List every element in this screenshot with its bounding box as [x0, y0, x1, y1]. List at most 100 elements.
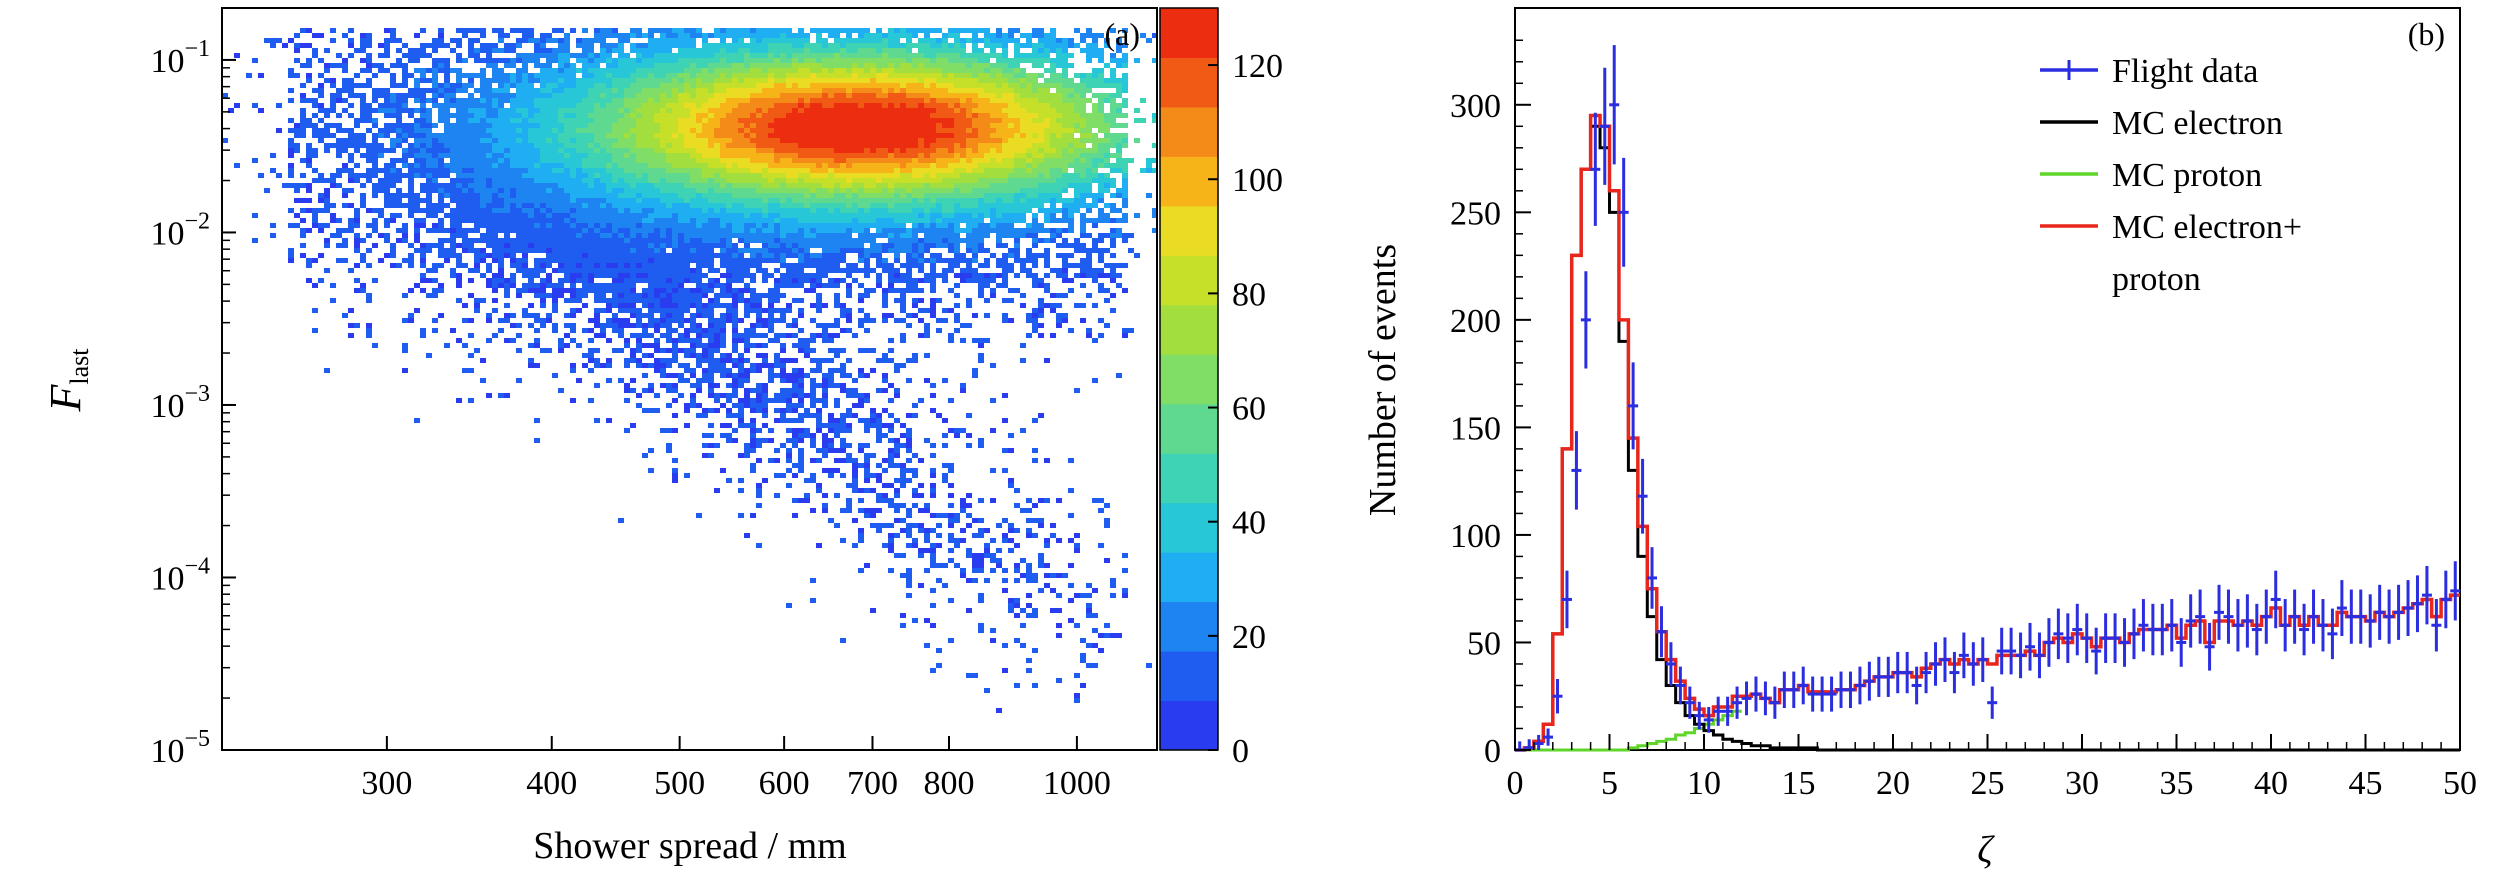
heatmap-cell	[900, 138, 906, 143]
heatmap-cell	[966, 133, 972, 138]
heatmap-cell	[432, 78, 438, 83]
heatmap-cell	[558, 213, 564, 218]
heatmap-cell	[456, 28, 462, 33]
heatmap-cell	[966, 63, 972, 68]
heatmap-cell	[966, 83, 972, 88]
heatmap-cell	[738, 113, 744, 118]
heatmap-cell	[714, 148, 720, 153]
heatmap-cell	[636, 113, 642, 118]
heatmap-cell	[840, 193, 846, 198]
heatmap-cell	[996, 228, 1002, 233]
heatmap-cell	[516, 223, 522, 228]
heatmap-cell	[768, 133, 774, 138]
heatmap-cell	[1074, 93, 1080, 98]
heatmap-cell	[786, 28, 792, 33]
heatmap-cell	[960, 228, 966, 233]
heatmap-cell	[822, 208, 828, 213]
heatmap-cell	[444, 203, 450, 208]
heatmap-cell	[1014, 193, 1020, 198]
heatmap-cell	[744, 208, 750, 213]
heatmap-cell	[588, 188, 594, 193]
heatmap-cell	[1074, 128, 1080, 133]
heatmap-cell	[996, 143, 1002, 148]
heatmap-cell	[1002, 63, 1008, 68]
heatmap-cell	[942, 33, 948, 38]
heatmap-cell	[1002, 68, 1008, 73]
heatmap-cell	[606, 63, 612, 68]
heatmap-cell	[1032, 228, 1038, 233]
heatmap-cell	[642, 58, 648, 63]
heatmap-cell	[846, 228, 852, 233]
heatmap-cell	[1104, 98, 1110, 103]
heatmap-cell	[324, 208, 330, 213]
heatmap-cell	[744, 153, 750, 158]
heatmap-cell	[594, 153, 600, 158]
heatmap-cell	[1098, 173, 1104, 178]
heatmap-cell	[918, 148, 924, 153]
heatmap-cell	[294, 213, 300, 218]
heatmap-cell	[678, 208, 684, 213]
heatmap-cell	[600, 38, 606, 43]
heatmap-cell	[552, 198, 558, 203]
heatmap-cell	[564, 223, 570, 228]
heatmap-cell	[576, 148, 582, 153]
heatmap-cell	[702, 218, 708, 223]
heatmap-cell	[468, 198, 474, 203]
heatmap-cell	[1116, 163, 1122, 168]
heatmap-cell	[642, 193, 648, 198]
heatmap-cell	[546, 83, 552, 88]
heatmap-cell	[780, 138, 786, 143]
heatmap-cell	[540, 53, 546, 58]
heatmap-cell	[804, 93, 810, 98]
heatmap-cell	[498, 173, 504, 178]
heatmap-cell	[456, 43, 462, 48]
heatmap-cell	[570, 223, 576, 228]
heatmap-cell	[1014, 148, 1020, 153]
heatmap-cell	[522, 188, 528, 193]
heatmap-cell	[582, 198, 588, 203]
heatmap-cell	[648, 108, 654, 113]
heatmap-cell	[594, 208, 600, 213]
heatmap-cell	[660, 143, 666, 148]
heatmap-cell	[432, 43, 438, 48]
heatmap-cell	[546, 68, 552, 73]
heatmap-cell	[864, 193, 870, 198]
heatmap-cell	[798, 133, 804, 138]
heatmap-cell	[780, 128, 786, 133]
heatmap-cell	[348, 218, 354, 223]
heatmap-cell	[816, 93, 822, 98]
heatmap-cell	[438, 103, 444, 108]
heatmap-cell	[528, 208, 534, 213]
heatmap-cell	[696, 188, 702, 193]
heatmap-cell	[306, 118, 312, 123]
heatmap-cell	[966, 73, 972, 78]
heatmap-cell	[822, 173, 828, 178]
heatmap-cell	[1032, 113, 1038, 118]
heatmap-cell	[582, 98, 588, 103]
heatmap-cell	[828, 93, 834, 98]
heatmap-cell	[726, 83, 732, 88]
heatmap-cell	[888, 183, 894, 188]
heatmap-cell	[1044, 33, 1050, 38]
heatmap-cell	[978, 188, 984, 193]
heatmap-cell	[384, 103, 390, 108]
heatmap-cell	[654, 103, 660, 108]
heatmap-cell	[1038, 193, 1044, 198]
heatmap-cell	[864, 223, 870, 228]
heatmap-cell	[750, 213, 756, 218]
heatmap-cell	[744, 33, 750, 38]
heatmap-cell	[924, 118, 930, 123]
heatmap-cell	[990, 158, 996, 163]
heatmap-cell	[636, 163, 642, 168]
heatmap-cell	[402, 138, 408, 143]
heatmap-cell	[1062, 188, 1068, 193]
heatmap-cell	[558, 113, 564, 118]
heatmap-cell	[834, 158, 840, 163]
heatmap-cell	[1080, 88, 1086, 93]
heatmap-cell	[552, 148, 558, 153]
heatmap-cell	[738, 223, 744, 228]
heatmap-cell	[888, 203, 894, 208]
heatmap-cell	[276, 173, 282, 178]
heatmap-cell	[1014, 183, 1020, 188]
